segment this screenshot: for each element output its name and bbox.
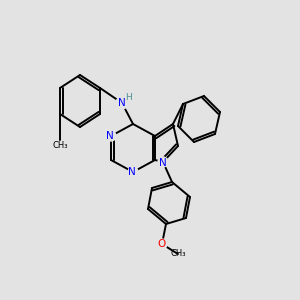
Text: N: N: [106, 131, 114, 141]
Text: N: N: [128, 167, 136, 177]
Circle shape: [158, 157, 168, 167]
Text: N: N: [118, 98, 126, 108]
Text: N: N: [159, 158, 167, 168]
Circle shape: [106, 131, 116, 141]
Circle shape: [116, 97, 128, 109]
Text: O: O: [158, 239, 166, 249]
Text: CH₃: CH₃: [52, 142, 68, 151]
Text: H: H: [126, 94, 132, 103]
Circle shape: [157, 239, 167, 249]
Circle shape: [128, 167, 138, 177]
Text: CH₃: CH₃: [170, 250, 186, 259]
